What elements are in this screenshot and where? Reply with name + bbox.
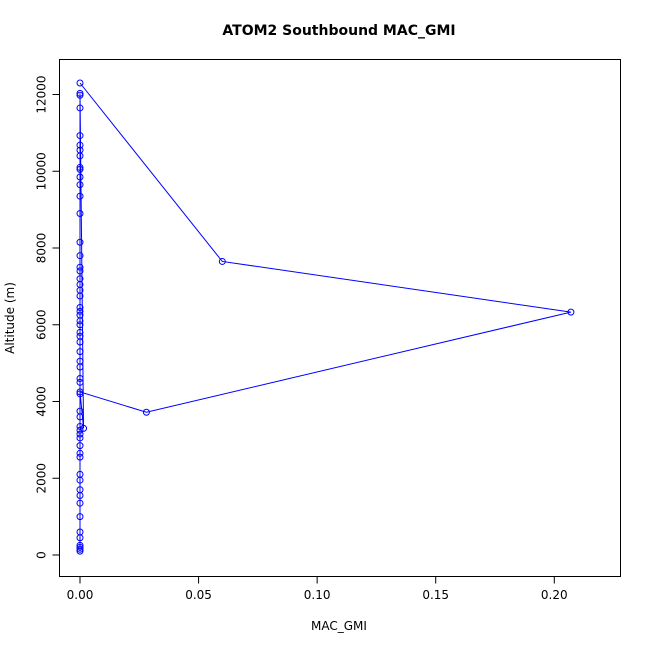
data-point [76,132,84,140]
data-point [76,263,84,271]
data-point [76,476,84,484]
data-point [76,348,84,356]
y-tick-label: 2000 [35,463,49,494]
data-point [76,165,84,173]
data-point [76,449,84,457]
y-tick-label: 4000 [35,386,49,417]
data-point [76,390,84,398]
x-tick-label: 0.20 [541,588,568,602]
y-tick-label: 12000 [35,75,49,113]
data-point [76,338,84,346]
data-point [76,267,84,275]
data-point [76,413,84,421]
data-point [76,430,84,438]
data-point [76,534,84,542]
data-point [76,292,84,300]
data-point [76,499,84,507]
data-point [76,181,84,189]
data-point [76,173,84,181]
series-line [79,82,572,552]
data-point [76,426,84,434]
data-point [80,424,88,432]
data-point [76,374,84,382]
y-tick-label: 8000 [35,233,49,264]
plot-area [76,79,575,555]
data-point [76,547,84,555]
y-tick-label: 0 [35,551,49,559]
data-point [76,378,84,386]
data-point [76,492,84,500]
data-point [218,257,226,265]
x-tick-label: 0.00 [67,588,94,602]
data-point [76,163,84,171]
data-point [76,545,84,553]
data-point [76,209,84,217]
data-point [76,388,84,396]
data-point [76,434,84,442]
y-tick-label: 6000 [35,309,49,340]
chart-title: ATOM2 Southbound MAC_GMI [222,23,455,39]
data-point [76,152,84,160]
data-point [76,307,84,315]
y-tick-label: 10000 [35,152,49,190]
data-point [76,321,84,329]
data-point [76,141,84,149]
data-point [76,363,84,371]
y-axis: 0 2000 4000 6000 8000 10000 12000 [35,75,60,559]
x-tick-label: 0.15 [422,588,449,602]
data-point [76,543,84,551]
y-axis-label: Altitude (m) [3,282,17,354]
x-axis-label: MAC_GMI [311,619,367,633]
data-point [76,442,84,450]
data-point [76,453,84,461]
data-point [76,317,84,325]
x-tick-label: 0.05 [185,588,212,602]
x-tick-label: 0.10 [304,588,331,602]
data-point [567,308,575,316]
data-point [76,252,84,260]
data-point [76,422,84,430]
data-point [76,192,84,200]
data-point [76,79,84,87]
data-point [76,89,84,97]
data-point [76,513,84,521]
data-point [76,303,84,311]
data-point [76,238,84,246]
data-point [142,408,150,416]
data-point [76,104,84,112]
data-point [76,328,84,336]
data-point [76,91,84,99]
x-axis: 0.00 0.05 0.10 0.15 0.20 [67,576,568,602]
